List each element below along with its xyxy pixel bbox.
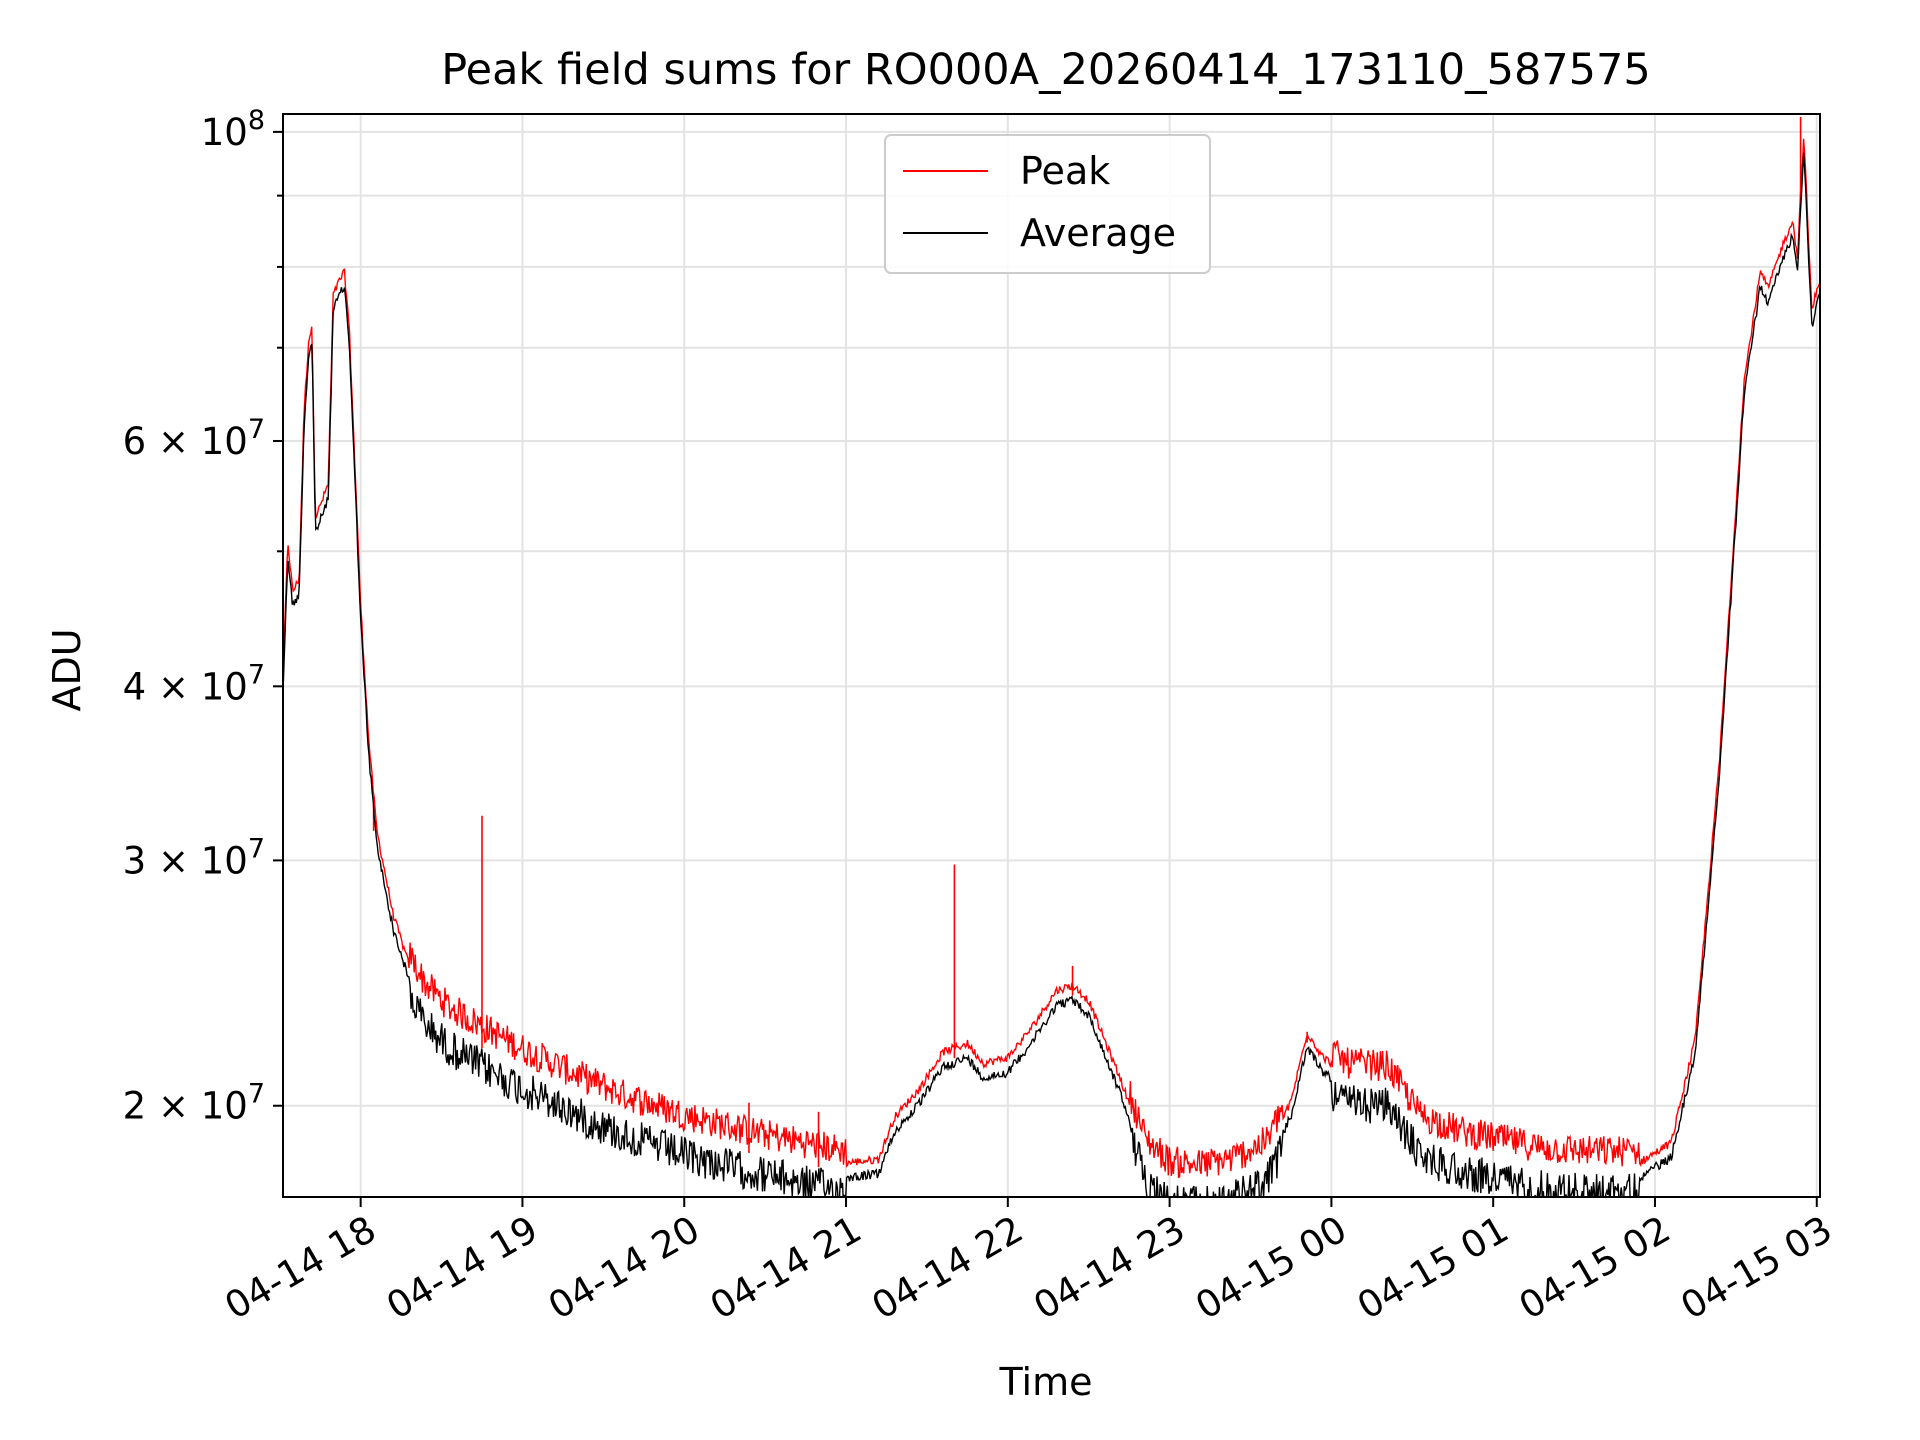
series-peak-line [283, 138, 1820, 1179]
x-axis-label: Time [999, 1360, 1093, 1404]
chart-title: Peak field sums for RO000A_20260414_1731… [441, 45, 1651, 95]
y-tick-label: 4 × 107 [123, 659, 265, 708]
y-tick-label-text: 108 [201, 105, 265, 154]
y-tick-label-text: 3 × 107 [123, 833, 265, 882]
legend: Peak Average [884, 134, 1211, 274]
y-tick-label-text: 4 × 107 [123, 659, 265, 708]
plot-area [283, 116, 1820, 1197]
grid [283, 114, 1820, 1197]
y-tick-label: 108 [201, 105, 265, 154]
series-group [283, 116, 1820, 1197]
legend-box [884, 134, 1211, 274]
y-tick-label: 6 × 107 [123, 414, 265, 463]
y-axis-label: ADU [45, 628, 89, 711]
legend-peak-label: Peak [1020, 149, 1110, 193]
y-tick-label: 2 × 107 [123, 1079, 265, 1128]
y-tick-label: 3 × 107 [123, 833, 265, 882]
y-tick-label-text: 6 × 107 [123, 414, 265, 463]
y-tick-label-text: 2 × 107 [123, 1079, 265, 1128]
legend-average-label: Average [1020, 211, 1176, 255]
axes-frame [282, 113, 1821, 1198]
y-axis: 2 × 107 3 × 107 4 × 107 6 × 107 108 [123, 105, 283, 1128]
series-average-line [283, 152, 1820, 1197]
